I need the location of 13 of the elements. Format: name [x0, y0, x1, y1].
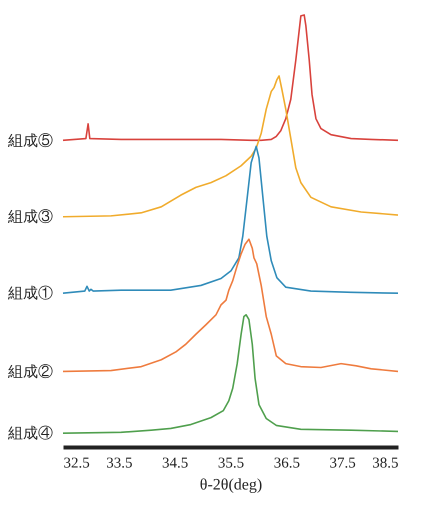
x-tick-label: 34.5 — [162, 456, 188, 472]
x-tick-label: 37.5 — [330, 456, 356, 472]
x-axis-title: θ-2θ(deg) — [200, 476, 262, 494]
x-tick-label: 36.5 — [274, 456, 300, 472]
x-tick-label: 35.5 — [218, 456, 244, 472]
x-tick-label: 33.5 — [106, 456, 132, 472]
series-label: 組成③ — [7, 208, 53, 226]
series-label: 組成④ — [7, 424, 53, 442]
series-label: 組成① — [7, 284, 53, 302]
series-label: 組成② — [7, 362, 53, 380]
x-tick-label: 38.5 — [372, 456, 398, 472]
series-label: 組成⑤ — [7, 131, 53, 150]
x-tick-label: 32.5 — [64, 456, 90, 472]
